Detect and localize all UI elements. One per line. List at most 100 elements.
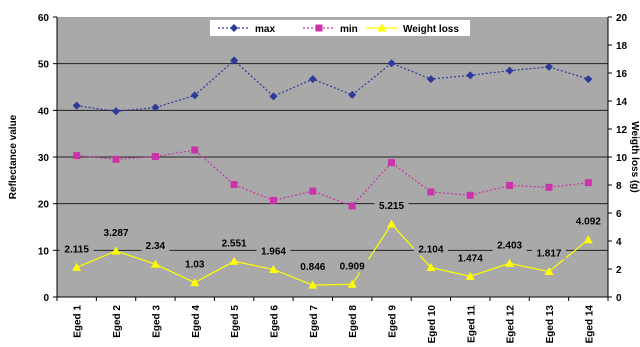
data-point-triangle <box>583 235 593 244</box>
data-point-triangle <box>347 279 357 288</box>
right-tick-label: 2 <box>616 265 622 276</box>
data-label-bg <box>141 239 170 253</box>
x-tick-label: Eged 11 <box>466 305 477 343</box>
data-point-square <box>269 196 277 204</box>
legend: max min Weight loss <box>210 20 470 36</box>
data-label-bg <box>413 242 448 256</box>
data-point-triangle <box>426 263 436 272</box>
data-point-square <box>191 146 199 154</box>
data-point-square <box>388 159 396 167</box>
data-point-diamond <box>348 90 357 99</box>
data-point-diamond <box>426 75 435 84</box>
data-point-triangle <box>229 256 239 265</box>
data-label: 0.846 <box>300 262 325 273</box>
data-point-square <box>427 188 435 196</box>
x-tick-label: Eged 1 <box>73 305 84 338</box>
data-point-diamond <box>269 92 278 101</box>
right-tick-label: 14 <box>616 97 628 108</box>
left-tick-label: 50 <box>38 60 50 71</box>
x-tick-label: Eged 7 <box>309 305 320 338</box>
data-label-bg <box>256 244 291 258</box>
y-left-label: Reflectance value <box>8 114 19 199</box>
data-point-diamond <box>190 91 199 100</box>
data-label-bg <box>374 198 409 212</box>
data-point-diamond <box>151 103 160 112</box>
data-point-square <box>545 183 553 191</box>
data-point-square <box>112 155 120 163</box>
x-tick-label: Eged 5 <box>230 305 241 338</box>
data-label: 2.34 <box>146 241 166 252</box>
legend-label: max <box>255 24 275 35</box>
data-label: 2.551 <box>222 238 247 249</box>
data-point-triangle <box>387 219 397 228</box>
series-lines <box>76 59 589 286</box>
data-point-diamond <box>584 75 593 84</box>
x-tick-label: Eged 13 <box>545 305 556 344</box>
right-tick-label: 0 <box>616 293 622 304</box>
x-tick-label: Eged 8 <box>348 305 359 338</box>
x-axis: Eged 1 Eged 2 Eged 3 Eged 4 Eged 5 Eged 6 Eged… <box>56 297 609 344</box>
data-point-triangle <box>72 262 82 271</box>
data-label-bg <box>295 260 330 274</box>
left-tick-label: 30 <box>38 153 50 164</box>
data-label: 5.215 <box>379 201 404 212</box>
data-label-bg <box>59 242 94 256</box>
right-tick-label: 16 <box>616 69 628 80</box>
right-tick-label: 6 <box>616 209 622 220</box>
data-label: 1.964 <box>261 247 286 258</box>
data-point-square <box>506 181 514 189</box>
data-point-diamond <box>230 56 239 65</box>
right-tick-label: 10 <box>616 153 628 164</box>
data-point-diamond <box>230 24 238 32</box>
data-point-triangle <box>465 271 475 280</box>
data-point-diamond <box>544 62 553 71</box>
data-point-triangle <box>544 267 554 276</box>
left-tick-label: 40 <box>38 106 50 117</box>
data-point-triangle <box>150 259 160 268</box>
right-axis: 0 2 4 6 8 10 12 14 16 18 20 <box>607 13 628 304</box>
x-tick-label: Eged 10 <box>427 305 438 344</box>
right-tick-label: 4 <box>616 237 622 248</box>
right-tick-label: 8 <box>616 181 622 192</box>
right-tick-label: 20 <box>616 13 628 24</box>
data-point-square <box>151 153 159 161</box>
x-tick-label: Eged 6 <box>269 305 280 338</box>
x-tick-label: Eged 12 <box>506 305 517 344</box>
data-point-triangle <box>111 246 121 255</box>
data-labels: 2.115 3.287 2.34 1.03 2.551 1.964 0.846 0.909 5.… <box>59 198 606 274</box>
legend-label: min <box>340 24 358 35</box>
x-tick-label: Eged 2 <box>112 305 123 338</box>
data-label: 1.817 <box>536 249 561 260</box>
data-point-square <box>584 179 592 187</box>
data-label: 4.092 <box>576 217 601 228</box>
data-point-triangle <box>308 280 318 289</box>
data-label: 2.104 <box>418 245 443 256</box>
data-point-square <box>348 202 356 210</box>
x-tick-label: Eged 14 <box>584 305 595 344</box>
series-line-max <box>76 59 589 112</box>
data-point-triangle <box>190 278 200 287</box>
data-point-diamond <box>387 59 396 68</box>
data-label-bg <box>571 214 606 228</box>
data-point-square <box>73 152 81 160</box>
data-label: 1.474 <box>458 253 483 264</box>
data-point-diamond <box>112 107 121 116</box>
data-label: 1.03 <box>185 260 205 271</box>
x-tick-label: Eged 3 <box>151 305 162 338</box>
data-label: 0.909 <box>340 261 365 272</box>
data-label-bg <box>180 257 209 271</box>
left-tick-label: 10 <box>38 246 50 257</box>
data-label-bg <box>99 225 134 239</box>
data-label-bg <box>217 236 252 250</box>
left-tick-label: 60 <box>38 13 50 24</box>
left-tick-label: 0 <box>43 293 49 304</box>
series-line-weight-loss <box>76 223 589 286</box>
data-point-square <box>315 24 323 32</box>
y-right-label: Weigth loss (g) <box>629 121 640 192</box>
data-label: 2.403 <box>497 240 522 251</box>
x-tick-label: Eged 9 <box>388 305 399 338</box>
data-point-square <box>309 187 317 195</box>
legend-box <box>210 20 470 36</box>
data-label-bg <box>453 251 488 265</box>
